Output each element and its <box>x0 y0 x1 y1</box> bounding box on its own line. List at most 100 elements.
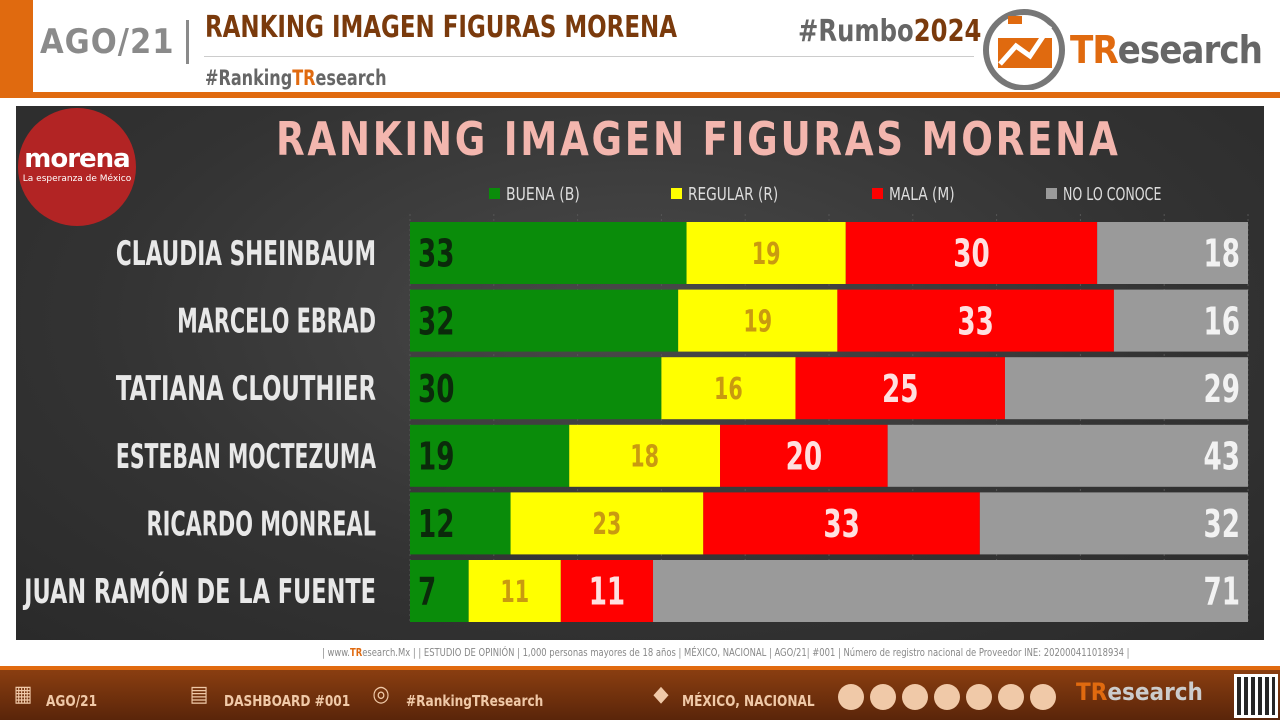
category-label: RICARDO MONREAL <box>147 504 377 544</box>
data-label: 19 <box>418 434 454 478</box>
header-title: RANKING IMAGEN FIGURAS MORENA <box>205 10 677 45</box>
data-label: 23 <box>593 507 622 542</box>
footer-date: AGO/21 <box>46 692 98 710</box>
bar-segment <box>979 492 1248 555</box>
tresearch-logo-text: TResearch <box>1070 28 1263 72</box>
source-rest: esearch.Mx | | ESTUDIO DE OPINIÓN | 1,00… <box>362 646 1130 659</box>
source-tr: TR <box>349 646 363 659</box>
data-label: 11 <box>500 575 529 610</box>
data-label: 12 <box>418 502 454 546</box>
data-label: 32 <box>1204 502 1240 546</box>
bar-segment <box>661 357 796 420</box>
hashtag-tr: TR <box>292 66 316 90</box>
bar-segment <box>410 222 687 284</box>
category-label: ESTEBAN MOCTEZUMA <box>116 437 377 477</box>
bar-segment <box>410 289 679 352</box>
legend-label: BUENA (B) <box>506 184 580 205</box>
bar-segment <box>837 289 1114 352</box>
data-label: 18 <box>630 440 659 475</box>
header-separator <box>186 20 189 64</box>
footer-location: MÉXICO, NACIONAL <box>682 692 815 710</box>
data-label: 7 <box>418 570 436 614</box>
rumbo-hashtag: #Rumbo2024 <box>798 14 981 49</box>
header-rule <box>0 92 1280 98</box>
bar-segment <box>653 560 1248 622</box>
data-label: 43 <box>1204 434 1240 478</box>
legend-label: MALA (M) <box>889 184 955 205</box>
data-label: 18 <box>1204 232 1240 276</box>
data-label: 11 <box>589 570 625 614</box>
bar-segment <box>887 424 1248 487</box>
twitter-icon[interactable] <box>934 684 960 710</box>
hashtag-prefix: #Ranking <box>205 66 293 90</box>
qr-code-icon[interactable] <box>1234 674 1278 718</box>
data-label: 33 <box>418 232 454 276</box>
category-label: JUAN RAMÓN DE LA FUENTE <box>23 571 376 612</box>
legend-swatch <box>1046 188 1057 199</box>
web-icon[interactable] <box>838 684 864 710</box>
footer: ▦ AGO/21 ▤ DASHBOARD #001 ◎ #RankingTRes… <box>0 666 1280 720</box>
tresearch-logo-icon <box>983 9 1065 90</box>
dashboard-icon: ▤ <box>189 682 209 707</box>
bar-segment <box>1097 222 1248 284</box>
chat-icon: ◎ <box>372 682 390 707</box>
bar-segment <box>1113 289 1248 352</box>
location-icon: ◆ <box>653 682 669 707</box>
data-label: 29 <box>1204 367 1240 411</box>
email-icon[interactable] <box>902 684 928 710</box>
data-label: 30 <box>953 232 989 276</box>
bar-segment <box>410 357 662 420</box>
social-icons <box>838 684 1062 714</box>
header: AGO/21 RANKING IMAGEN FIGURAS MORENA #Ra… <box>0 0 1280 100</box>
rumbo-text: #Rumbo <box>798 14 914 49</box>
morena-logo-tagline: La esperanza de México <box>22 174 132 184</box>
bar-segment <box>410 560 469 622</box>
chart-title: RANKING IMAGEN FIGURAS MORENA <box>276 112 1121 166</box>
bar-segment <box>569 424 721 487</box>
category-label: TATIANA CLOUTHIER <box>116 369 376 409</box>
legend-label: NO LO CONOCE <box>1063 184 1161 205</box>
hashtag-suffix: esearch <box>315 66 387 90</box>
data-label: 19 <box>743 304 772 339</box>
stacked-bar-chart: BUENA (B) REGULAR (R) MALA (M) NO LO CONOCE… <box>23 184 1249 624</box>
chart-panel: morena La esperanza de México RANKING IM… <box>16 106 1264 640</box>
phone-icon[interactable] <box>870 684 896 710</box>
data-label: 20 <box>786 434 822 478</box>
youtube-icon[interactable] <box>1030 684 1056 710</box>
calendar-icon: ▦ <box>13 682 33 707</box>
bar-segment <box>703 492 980 555</box>
facebook-icon[interactable] <box>966 684 992 710</box>
bar-segment <box>720 424 888 487</box>
bar-segment <box>560 560 654 622</box>
header-hashtag: #RankingTResearch <box>205 66 387 90</box>
morena-logo-word: morena <box>24 144 130 174</box>
data-label: 33 <box>823 502 859 546</box>
morena-logo: morena La esperanza de México <box>18 108 136 226</box>
header-accent <box>0 0 33 92</box>
header-divider <box>204 56 974 57</box>
brand-rest: esearch <box>1117 28 1263 72</box>
bar-segment <box>686 222 846 284</box>
legend-swatch <box>872 188 883 199</box>
source-prefix: | www. <box>322 646 350 659</box>
data-label: 32 <box>418 299 454 343</box>
legend-swatch <box>671 188 682 199</box>
data-label: 25 <box>882 367 918 411</box>
bar-segment <box>410 424 570 487</box>
bar-segment <box>1004 357 1248 420</box>
data-label: 16 <box>1204 299 1240 343</box>
legend-swatch <box>489 188 500 199</box>
header-date: AGO/21 <box>40 22 175 62</box>
footer-brand-rest: esearch <box>1107 678 1203 706</box>
data-label: 30 <box>418 367 454 411</box>
footer-hashtag: #RankingTResearch <box>406 692 544 710</box>
bar-segment <box>845 222 1098 284</box>
category-label: MARCELO EBRAD <box>177 302 376 342</box>
bar-segment <box>795 357 1005 420</box>
brand-tr: TR <box>1070 28 1119 72</box>
bar-segment <box>410 492 511 555</box>
bar-segment <box>678 289 838 352</box>
linkedin-icon[interactable] <box>998 684 1024 710</box>
data-label: 19 <box>752 237 781 272</box>
footer-logo: TResearch <box>1076 678 1203 706</box>
